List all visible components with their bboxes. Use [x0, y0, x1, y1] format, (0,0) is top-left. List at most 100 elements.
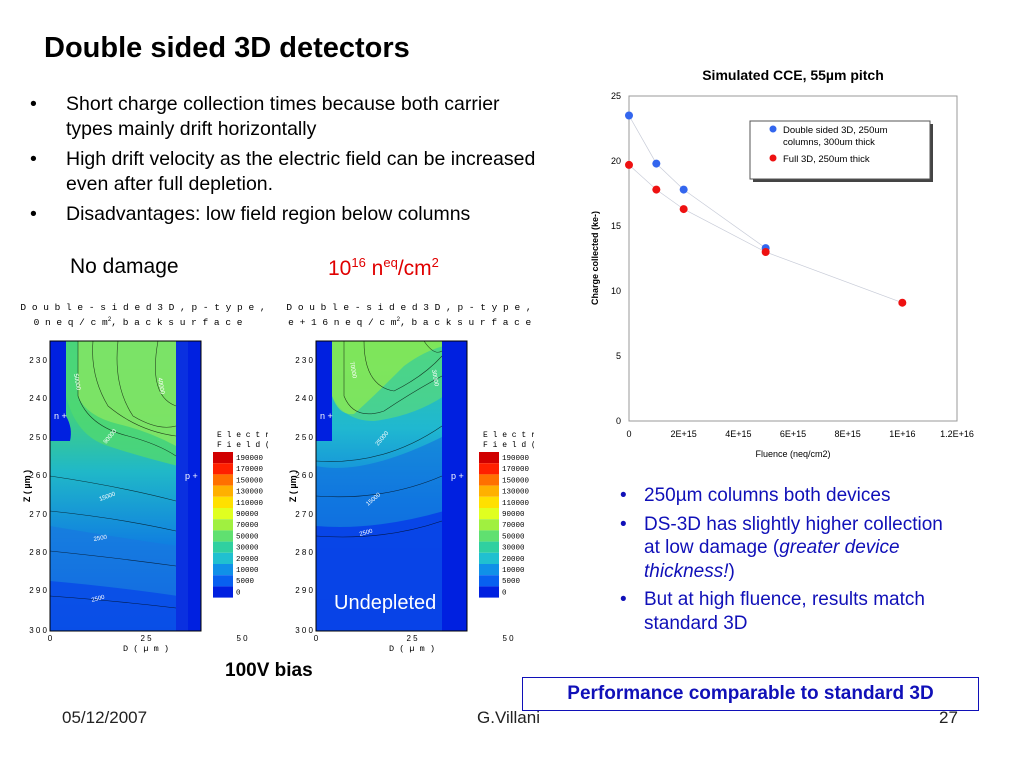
legend-swatch	[213, 519, 233, 531]
svg-text:30000: 30000	[430, 369, 439, 387]
y-tick-label: 10	[611, 286, 621, 296]
legend-swatch	[213, 530, 233, 542]
legend-swatch	[213, 463, 233, 475]
p-plus-label: p +	[185, 471, 198, 481]
legend-marker	[769, 154, 777, 162]
svg-text:F i e l d ( V / c m ): F i e l d ( V / c m )	[483, 441, 534, 450]
svg-text:Z ( µm ): Z ( µm )	[288, 470, 298, 502]
x-tick-label: 8E+15	[835, 429, 861, 439]
svg-text:2 5 0: 2 5 0	[29, 433, 47, 442]
y-tick-label: 5	[616, 351, 621, 361]
legend-swatch	[479, 474, 499, 486]
svg-text:D ( µ m ): D ( µ m )	[389, 644, 435, 654]
legend-swatch	[213, 496, 233, 508]
svg-text:0: 0	[48, 634, 53, 643]
svg-text:2 9 0: 2 9 0	[295, 586, 313, 595]
svg-text:5 0: 5 0	[236, 634, 248, 643]
x-tick-label: 4E+15	[725, 429, 751, 439]
svg-text:D o u b l e - s i d e d 3 D ,: D o u b l e - s i d e d 3 D , p - t y p …	[286, 302, 531, 313]
y-tick-label: 20	[611, 156, 621, 166]
bullet-list: • Short charge collection times because b…	[30, 92, 550, 232]
bullet-item: • Disadvantages: low field region below c…	[30, 203, 471, 225]
legend-swatch	[213, 508, 233, 520]
data-point	[761, 248, 770, 256]
y-tick-label: 0	[616, 416, 621, 426]
svg-text:5 0: 5 0	[502, 634, 514, 643]
legend-value: 70000	[236, 522, 259, 530]
page-number: 27	[939, 708, 958, 727]
legend-value: 10000	[236, 567, 259, 575]
svg-text:50000: 50000	[72, 373, 81, 391]
legend-value: 170000	[236, 466, 264, 474]
svg-text:n +: n +	[320, 411, 333, 421]
summary-box: Performance comparable to standard 3D	[522, 677, 979, 711]
legend-swatch	[213, 452, 233, 464]
legend-value: 150000	[236, 477, 264, 485]
field-plot-no-damage: D o u b l e - s i d e d 3 D , p - t y p …	[20, 302, 268, 654]
svg-text:2 8 0: 2 8 0	[295, 548, 313, 557]
fluence-label: 1016 neq/cm2	[328, 255, 439, 280]
legend-value: 50000	[236, 533, 259, 541]
legend-value: 5000	[236, 578, 255, 586]
svg-text:2 6 0: 2 6 0	[295, 471, 313, 480]
svg-text:2 5: 2 5	[140, 634, 152, 643]
legend-value: 190000	[502, 455, 530, 463]
svg-text:D ( µ m ): D ( µ m )	[123, 644, 169, 654]
legend-swatch	[479, 496, 499, 508]
svg-text:2500: 2500	[359, 529, 374, 538]
chart-legend: Double sided 3D, 250um columns, 300um thi…	[749, 120, 933, 182]
svg-text:2 8 0: 2 8 0	[29, 548, 47, 557]
svg-text:Z ( µm ): Z ( µm )	[22, 470, 32, 502]
x-tick-label: 6E+15	[780, 429, 806, 439]
legend-swatch	[213, 474, 233, 486]
right-bullet-list: • 250µm columns both devices • DS-3D has s…	[620, 484, 960, 640]
series-line	[628, 115, 766, 249]
legend-swatch	[479, 530, 499, 542]
legend-value: 110000	[502, 500, 530, 508]
legend-value: 5000	[502, 578, 521, 586]
bias-label: 100V bias	[225, 660, 313, 681]
x-axis-label: Fluence (neq/cm2)	[755, 449, 830, 459]
x-tick-label: 1E+16	[889, 429, 915, 439]
slide-title: Double sided 3D detectors	[44, 32, 410, 64]
svg-text:2 3 0: 2 3 0	[295, 356, 313, 365]
legend-swatch	[213, 564, 233, 576]
data-point	[652, 185, 661, 194]
svg-text:15000: 15000	[99, 491, 117, 503]
data-point	[898, 298, 907, 307]
legend-swatch	[213, 586, 233, 598]
legend-swatch	[479, 519, 499, 531]
legend-value: 130000	[502, 489, 530, 497]
legend-value: 50000	[502, 533, 525, 541]
svg-text:2 9 0: 2 9 0	[29, 586, 47, 595]
undepleted-label: Undepleted	[334, 592, 437, 614]
data-point	[652, 159, 661, 168]
svg-text:E l e c t r i c: E l e c t r i c	[483, 431, 534, 440]
svg-text:3 0 0: 3 0 0	[295, 626, 313, 635]
svg-text:1 e + 1 6 n e q / c m2, b a c: 1 e + 1 6 n e q / c m2, b a c k s u r f …	[284, 316, 532, 328]
svg-text:70000: 70000	[348, 361, 357, 379]
cce-chart: Simulated CCE, 55µm pitch 0 5 10 15 20 25 0 2E…	[590, 67, 974, 459]
svg-text:40000: 40000	[156, 377, 165, 395]
legend-swatch	[479, 463, 499, 475]
legend-value: 30000	[236, 545, 259, 553]
legend-value: 10000	[502, 567, 525, 575]
svg-text:2500: 2500	[93, 535, 108, 543]
y-tick-label: 25	[611, 91, 621, 101]
legend-value: 70000	[502, 522, 525, 530]
legend-value: 0	[236, 589, 241, 597]
plot-title-line1: D o u b l e - s i d e d 3 D , p - t y p …	[20, 302, 265, 313]
legend-swatch	[479, 541, 499, 553]
chart-title: Simulated CCE, 55µm pitch	[702, 67, 884, 83]
bullet-item: • But at high fluence, results match stan…	[620, 589, 925, 634]
legend-value: 20000	[236, 556, 259, 564]
footer-author: G.Villani	[477, 708, 540, 727]
bullet-item: • DS-3D has slightly higher collection at…	[620, 513, 943, 582]
legend-label: Double sided 3D, 250um columns, 300um thi…	[783, 125, 888, 148]
legend-swatch	[213, 575, 233, 587]
field-plot-damaged: D o u b l e - s i d e d 3 D , p - t y p …	[284, 302, 534, 654]
bullet-item: • 250µm columns both devices	[620, 485, 891, 506]
x-tick-label: 2E+15	[671, 429, 697, 439]
plot-title-line2: 0 n e q / c m2, b a c k s u r f a c e	[34, 316, 243, 328]
x-tick-label: 1.2E+16	[940, 429, 974, 439]
